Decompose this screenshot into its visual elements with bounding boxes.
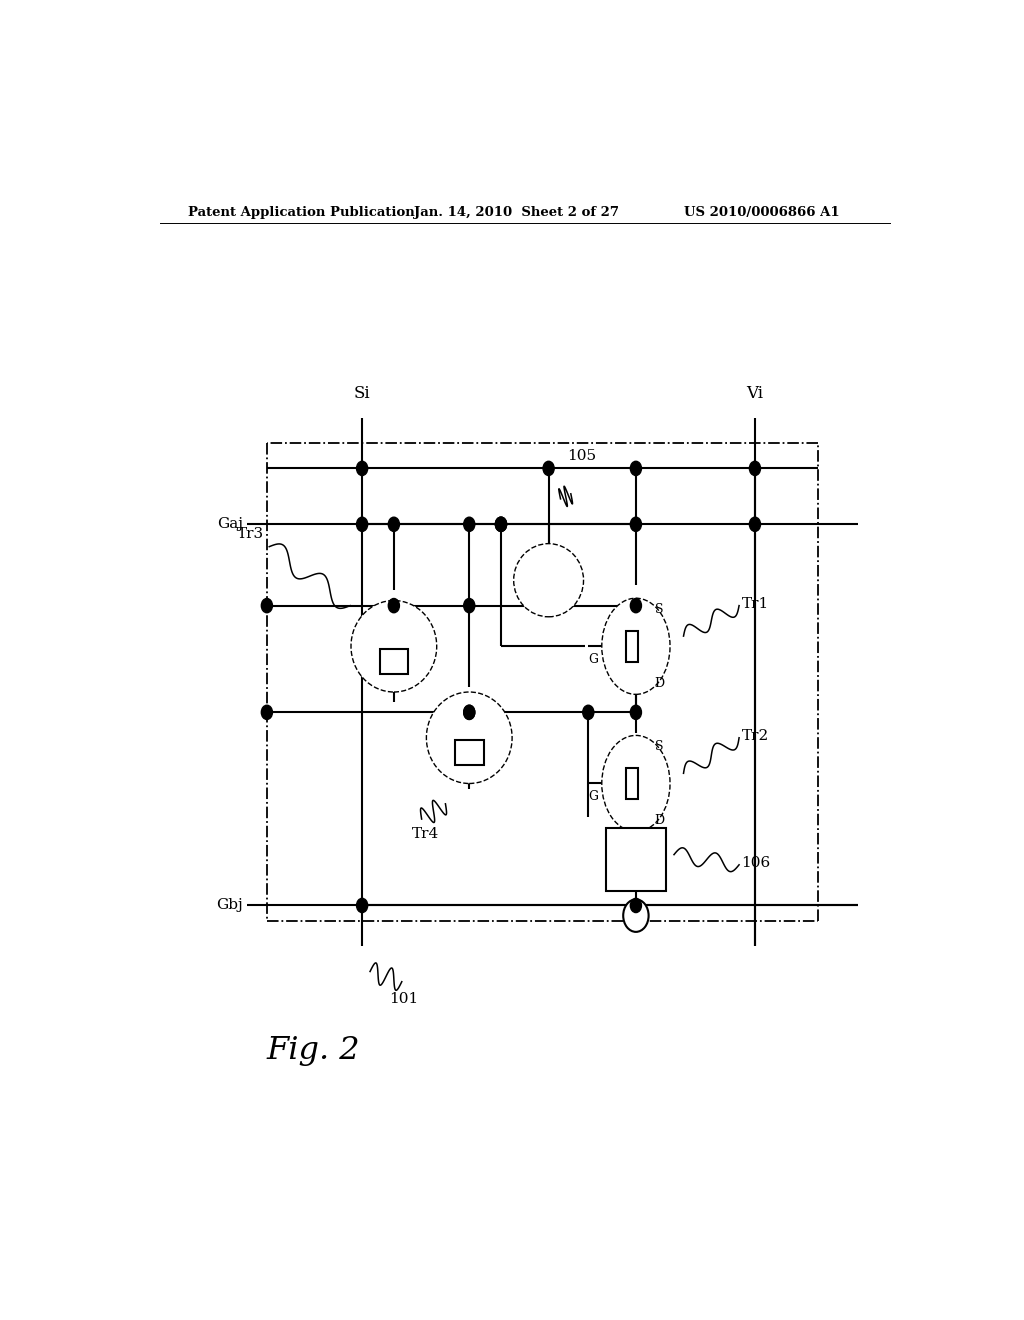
Text: D: D (654, 814, 665, 828)
Circle shape (631, 899, 641, 912)
Circle shape (583, 705, 594, 719)
Text: Tr3: Tr3 (238, 527, 264, 541)
Circle shape (464, 517, 475, 532)
Circle shape (543, 461, 554, 475)
Bar (626, 768, 638, 799)
Text: Fig. 2: Fig. 2 (267, 1035, 360, 1065)
Bar (606, 828, 666, 891)
Text: Tr2: Tr2 (741, 729, 769, 743)
Text: Gbj: Gbj (216, 899, 243, 912)
Circle shape (356, 899, 368, 912)
Ellipse shape (426, 692, 512, 784)
Text: G: G (589, 653, 598, 665)
Text: S: S (654, 603, 664, 615)
Circle shape (750, 517, 761, 532)
Circle shape (496, 517, 507, 532)
Circle shape (464, 705, 475, 719)
Circle shape (356, 517, 368, 532)
Circle shape (388, 598, 399, 612)
Circle shape (464, 598, 475, 612)
Circle shape (631, 461, 641, 475)
Circle shape (631, 705, 641, 719)
Bar (380, 648, 409, 675)
Bar (455, 741, 483, 766)
Text: S: S (654, 741, 664, 752)
Circle shape (464, 705, 475, 719)
Circle shape (356, 461, 368, 475)
Text: Tr1: Tr1 (741, 597, 769, 611)
Text: US 2010/0006866 A1: US 2010/0006866 A1 (684, 206, 839, 219)
Circle shape (261, 598, 272, 612)
Text: Gaj: Gaj (217, 517, 243, 532)
Text: Si: Si (354, 385, 371, 403)
Circle shape (631, 517, 641, 532)
Ellipse shape (514, 544, 584, 616)
Circle shape (750, 461, 761, 475)
Text: Jan. 14, 2010  Sheet 2 of 27: Jan. 14, 2010 Sheet 2 of 27 (414, 206, 618, 219)
Text: Vi: Vi (746, 385, 764, 403)
Circle shape (261, 705, 272, 719)
Ellipse shape (602, 735, 670, 832)
Bar (626, 631, 638, 661)
Circle shape (624, 899, 648, 932)
Text: 101: 101 (389, 991, 419, 1006)
Circle shape (631, 598, 641, 612)
Text: 105: 105 (567, 449, 596, 463)
Ellipse shape (351, 601, 436, 692)
Circle shape (496, 517, 507, 532)
Text: 106: 106 (741, 855, 771, 870)
Ellipse shape (602, 598, 670, 694)
Circle shape (388, 517, 399, 532)
Text: G: G (589, 791, 598, 803)
Text: D: D (654, 677, 665, 690)
Text: Patent Application Publication: Patent Application Publication (187, 206, 415, 219)
Circle shape (496, 517, 507, 532)
Text: Tr4: Tr4 (412, 828, 439, 841)
